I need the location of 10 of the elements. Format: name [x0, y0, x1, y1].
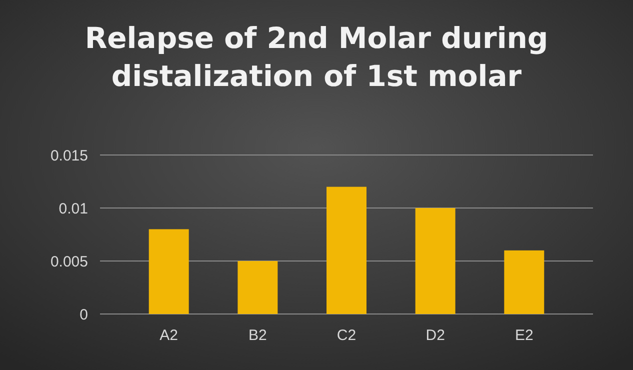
- chart-title: Relapse of 2nd Molar during distalization of 1st molar: [84, 21, 548, 93]
- y-tick-label: 0.005: [50, 253, 88, 270]
- x-tick-label: B2: [248, 327, 267, 344]
- x-tick-label: D2: [426, 327, 445, 344]
- x-tick-label: E2: [514, 327, 534, 344]
- x-tick-label: C2: [336, 327, 356, 344]
- y-tick-label: 0: [80, 306, 88, 324]
- y-tick-label: 0.01: [58, 200, 88, 218]
- y-tick-label: 0.015: [50, 147, 88, 164]
- x-tick-label: A2: [160, 327, 178, 344]
